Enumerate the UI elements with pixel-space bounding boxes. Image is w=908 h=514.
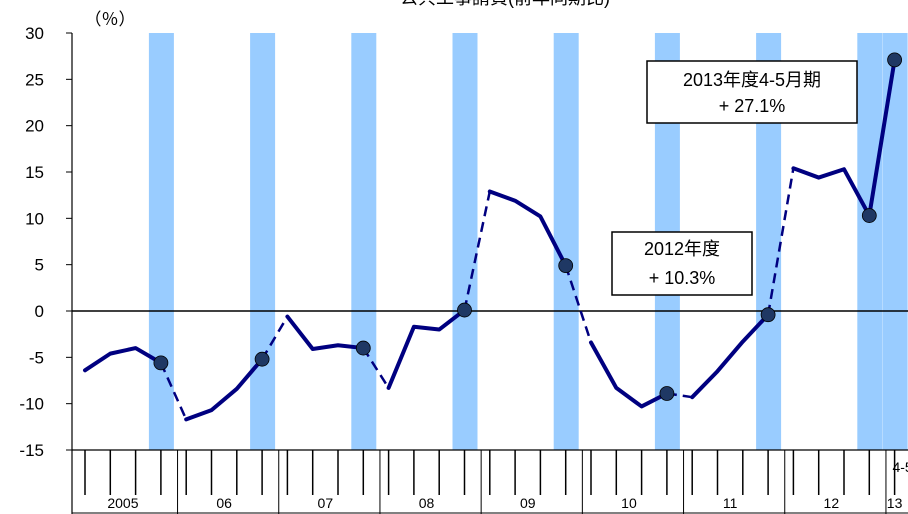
series-connector [463,191,492,311]
y-tick-label: 30 [25,24,44,43]
x-tick-label: 12 [824,495,840,511]
y-axis-unit-label: （％） [85,10,136,29]
x-tick-label: 09 [520,495,536,511]
data-point [760,307,776,323]
chart-title: 公共工事請負(前年同期比) [400,0,610,8]
series-line [589,340,669,409]
series-line [83,346,163,373]
series-line [791,166,872,218]
fy-band [553,33,579,450]
fy-band [882,33,908,450]
series-line [285,314,366,351]
series-connector [564,265,593,343]
y-tick-label: 20 [25,117,44,136]
series-connector [867,59,897,216]
x-tick-label: 11 [723,495,738,511]
y-tick-label: -15 [19,441,44,460]
y-tick-label: 25 [25,70,44,89]
fy-band [250,33,276,450]
x-sub-tick-label: 4-5 [892,459,908,475]
annotation-2013-box [646,60,858,124]
series-line [184,357,265,422]
data-point [254,351,270,367]
y-tick-labels: 30 25 20 15 10 5 0 -5 -10 -15 [19,24,44,460]
y-tick-label: 0 [35,302,44,321]
x-tick-label: 2005 [107,495,138,511]
annotation-2013: 2013年度4-5月期 + 27.1% [646,60,858,124]
data-point [153,355,169,371]
x-tick-label: 13 [887,495,903,511]
series-connector [362,347,390,389]
fy-band [351,33,377,450]
annotation-2012-box [611,231,753,296]
x-tick-label: 07 [318,495,334,511]
y-tick-label: 10 [25,209,44,228]
series-connector [159,362,188,420]
x-tick-label: 08 [419,495,435,511]
series-line [487,189,568,268]
series-line [386,308,467,390]
series-connector [766,168,795,315]
data-markers [153,52,902,401]
y-tick-label: -10 [19,395,44,414]
fy-band [148,33,174,450]
x-tick-label: 06 [216,495,232,511]
y-tick-label: 15 [25,163,44,182]
y-tick-label: 5 [35,256,44,275]
fy-band [452,33,478,450]
annotation-2013-line2: + 27.1% [719,96,786,116]
series-connector [261,315,289,360]
x-axis: 2005 06 07 08 09 10 11 12 13 4-5 [84,450,908,514]
annotation-2012: 2012年度 + 10.3% [611,231,753,296]
annotation-2012-line1: 2012年度 [644,239,720,259]
data-point [558,258,574,273]
data-point [659,386,675,401]
data-point [861,208,877,223]
annotation-2012-line2: + 10.3% [649,268,716,288]
data-point [887,52,902,68]
data-point [457,302,472,318]
data-lines [83,59,897,422]
y-tick-label: -5 [29,348,44,367]
data-point [355,340,371,356]
annotation-2013-line1: 2013年度4-5月期 [683,70,821,90]
series-line [690,312,771,400]
fy-band [857,33,883,450]
x-tick-label: 10 [621,495,637,511]
